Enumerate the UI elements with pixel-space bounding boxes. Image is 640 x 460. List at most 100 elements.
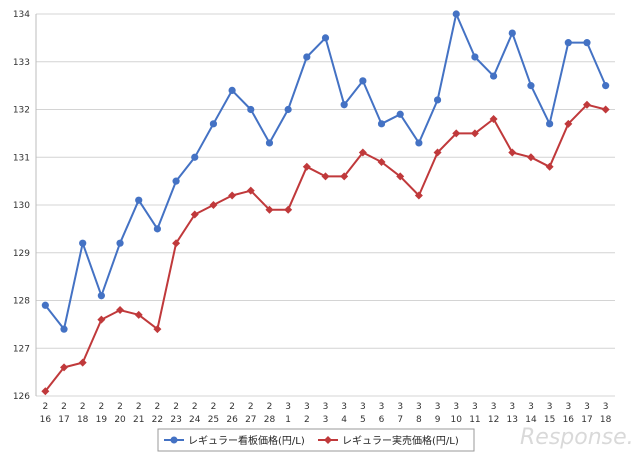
watermark: Response. [520, 425, 634, 450]
y-tick-label: 129 [13, 249, 30, 259]
series-1-point [209, 120, 218, 128]
series-group [41, 10, 610, 396]
series-2-point [582, 100, 591, 109]
x-tick-month: 2 [229, 402, 235, 412]
series-2-point [97, 315, 106, 324]
x-tick-month: 3 [584, 402, 590, 412]
x-tick-month: 3 [435, 402, 441, 412]
y-tick-label: 131 [13, 153, 30, 163]
series-2-point [433, 148, 442, 157]
series-1-point [97, 292, 105, 300]
x-tick-day: 6 [379, 415, 385, 425]
x-tick-month: 3 [379, 402, 385, 412]
series-2-point [134, 310, 143, 319]
x-tick-month: 2 [42, 402, 48, 412]
series-1-point [284, 105, 292, 114]
x-tick-month: 2 [192, 402, 198, 412]
series-1-point [340, 101, 348, 109]
series-2-point [265, 205, 274, 214]
series-1-point [321, 34, 330, 42]
series-2-point [172, 239, 181, 248]
y-tick-label: 132 [13, 106, 30, 116]
y-tick-label: 134 [13, 10, 30, 20]
x-tick-day: 21 [133, 415, 144, 425]
x-tick-day: 13 [507, 415, 518, 425]
x-tick-day: 4 [341, 415, 347, 425]
legend-marker-series-2 [324, 436, 332, 444]
x-tick-month: 3 [416, 402, 422, 412]
x-tick-month: 2 [211, 402, 217, 412]
series-2-point [452, 129, 461, 138]
x-tick-month: 2 [99, 402, 105, 412]
series-2-point [340, 172, 349, 181]
y-tick-label: 133 [13, 58, 30, 68]
x-tick-day: 15 [544, 415, 555, 425]
x-tick-day: 11 [469, 415, 480, 425]
x-tick-month: 2 [155, 402, 161, 412]
watermark-logo: Response. [520, 425, 634, 450]
x-tick-month: 3 [528, 402, 534, 412]
x-tick-day: 17 [581, 415, 592, 425]
legend-label-series-2: レギュラー実売価格(円/L) [342, 434, 459, 447]
x-tick-day: 19 [96, 415, 108, 425]
x-tick-month: 3 [509, 402, 515, 412]
series-1-point [79, 239, 87, 247]
series-1-point [471, 53, 479, 61]
series-1-point [359, 77, 367, 85]
series-1-point [60, 325, 68, 333]
x-tick-day: 26 [226, 415, 238, 425]
series-1-point [433, 96, 442, 104]
x-tick-day: 7 [397, 415, 403, 425]
x-tick-month: 3 [323, 402, 329, 412]
x-tick-day: 5 [360, 415, 366, 425]
series-2-point [190, 210, 199, 219]
x-tick-month: 3 [603, 402, 609, 412]
gridlines [35, 13, 615, 397]
series-1 [41, 10, 610, 333]
x-tick-day: 20 [114, 415, 126, 425]
series-1-point [527, 82, 535, 90]
series-2-point [209, 201, 218, 209]
x-tick-day: 18 [77, 415, 89, 425]
x-tick-month: 3 [472, 402, 478, 412]
series-2-point [489, 115, 498, 124]
x-tick-month: 3 [453, 402, 459, 412]
y-axis-ticks: 126 127 128 129 130 131 132 133 134 [13, 10, 30, 402]
series-2-point [228, 191, 237, 200]
x-tick-day: 22 [152, 415, 163, 425]
x-tick-day: 2 [304, 415, 310, 425]
series-2-point [246, 186, 255, 195]
series-2-point [41, 387, 50, 396]
series-1-point [247, 105, 255, 114]
series-1-point [41, 301, 49, 309]
x-tick-day: 14 [525, 415, 537, 425]
series-1-point [377, 120, 386, 128]
series-2-point [116, 306, 125, 315]
x-tick-day: 1 [285, 415, 291, 425]
x-tick-day: 8 [416, 415, 422, 425]
x-tick-month: 2 [61, 402, 67, 412]
x-tick-day: 24 [189, 415, 201, 425]
x-tick-month: 3 [397, 402, 403, 412]
x-tick-month: 2 [267, 402, 273, 412]
series-1-point [191, 153, 199, 161]
x-tick-month: 3 [341, 402, 347, 412]
series-1-point [583, 39, 591, 47]
series-1-point [153, 225, 162, 233]
x-tick-day: 23 [170, 415, 181, 425]
legend-label-series-1: レギュラー看板価格(円/L) [188, 434, 305, 447]
series-1-point [564, 39, 572, 47]
series-2-point [284, 205, 293, 214]
x-tick-month: 2 [80, 402, 86, 412]
y-tick-label: 126 [13, 392, 30, 402]
x-tick-day: 25 [208, 415, 219, 425]
series-1-point [396, 110, 404, 118]
series-2-point [508, 148, 517, 157]
series-2-point [564, 119, 573, 128]
series-2-point [470, 129, 479, 138]
x-tick-day: 16 [40, 415, 52, 425]
y-tick-label: 130 [13, 201, 30, 211]
series-2-point [321, 172, 330, 181]
x-tick-month: 2 [248, 402, 254, 412]
